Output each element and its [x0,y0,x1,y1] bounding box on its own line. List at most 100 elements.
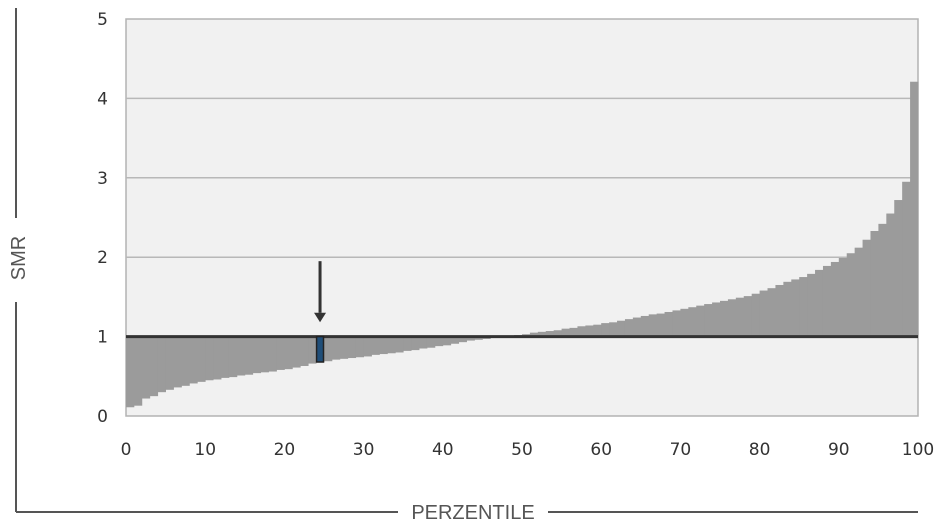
bar [648,314,658,337]
bar [656,313,665,337]
bar [458,336,467,343]
y-tick-label: 3 [97,169,108,189]
bar [426,336,436,348]
y-axis-title: SMR [8,236,30,280]
bar [830,261,840,337]
bar [133,336,143,406]
bar [347,336,357,359]
bar [704,304,713,337]
bar [561,328,570,337]
bar [331,336,341,360]
bar [126,336,135,408]
y-tick-label: 4 [97,89,108,109]
bar [807,273,816,337]
bar [720,300,729,337]
bar [213,336,222,380]
bar [593,324,602,337]
y-tick-label: 2 [97,248,108,268]
bar [276,336,285,370]
bar [466,336,475,341]
bar [783,281,792,337]
bar [165,336,174,390]
highlighted-bar [315,335,325,363]
bar [529,332,539,337]
bar [268,336,277,372]
bar [189,336,198,384]
bar [910,81,919,337]
bar [371,336,380,355]
bar [672,310,681,337]
x-tick-label: 40 [432,440,454,460]
bar [236,336,246,376]
bar [886,213,895,337]
x-tick-label: 90 [828,440,850,460]
bar [450,336,460,344]
bar [292,336,301,368]
bar [474,336,483,340]
bar [228,336,238,378]
bar [324,336,333,362]
bar [395,336,404,353]
bar [680,308,689,337]
x-tick-label: 20 [274,440,296,460]
bar [149,336,159,397]
bar [799,277,808,337]
bar [846,253,856,337]
bar [387,336,396,354]
bar [617,320,626,337]
bar [577,326,586,337]
x-tick-label: 60 [590,440,612,460]
x-axis-title: PERZENTILE [411,502,534,522]
bar [759,290,768,337]
bar [664,311,673,337]
x-tick-label: 100 [902,440,934,460]
bar [696,305,705,337]
bar [403,336,412,351]
bar [197,336,206,382]
bar [308,336,317,364]
bar [284,336,293,370]
bar [244,336,254,375]
bar [553,330,562,337]
bar [624,319,634,337]
bar [822,265,832,337]
bar [735,297,745,337]
bar [419,336,428,349]
bar [339,336,349,359]
bar [712,302,721,337]
bar [181,336,190,386]
bar [727,299,737,337]
bar [569,327,578,337]
bar [688,307,697,337]
bar [878,223,887,337]
bar [902,181,911,337]
bar [252,336,262,374]
bar [854,247,863,337]
x-tick-label: 10 [194,440,216,460]
bar [157,336,166,393]
bar [767,288,776,337]
x-tick-label: 80 [749,440,771,460]
arrow-icon [314,312,327,323]
bar [838,257,848,337]
bar [300,336,309,366]
bar [601,323,610,337]
bar [632,317,642,337]
x-tick-label: 70 [670,440,692,460]
bar [141,336,151,399]
bar [411,336,420,351]
bar [205,336,214,381]
bar [791,279,800,337]
bar [355,336,364,358]
bar [870,230,879,337]
bar [609,322,618,337]
bar [173,336,182,388]
y-tick-label: 1 [97,328,108,348]
bar [585,325,594,337]
y-tick-label: 0 [97,407,108,427]
x-tick-label: 50 [511,440,533,460]
x-tick-label: 0 [121,440,132,460]
bar [815,269,824,337]
bar [442,336,452,346]
